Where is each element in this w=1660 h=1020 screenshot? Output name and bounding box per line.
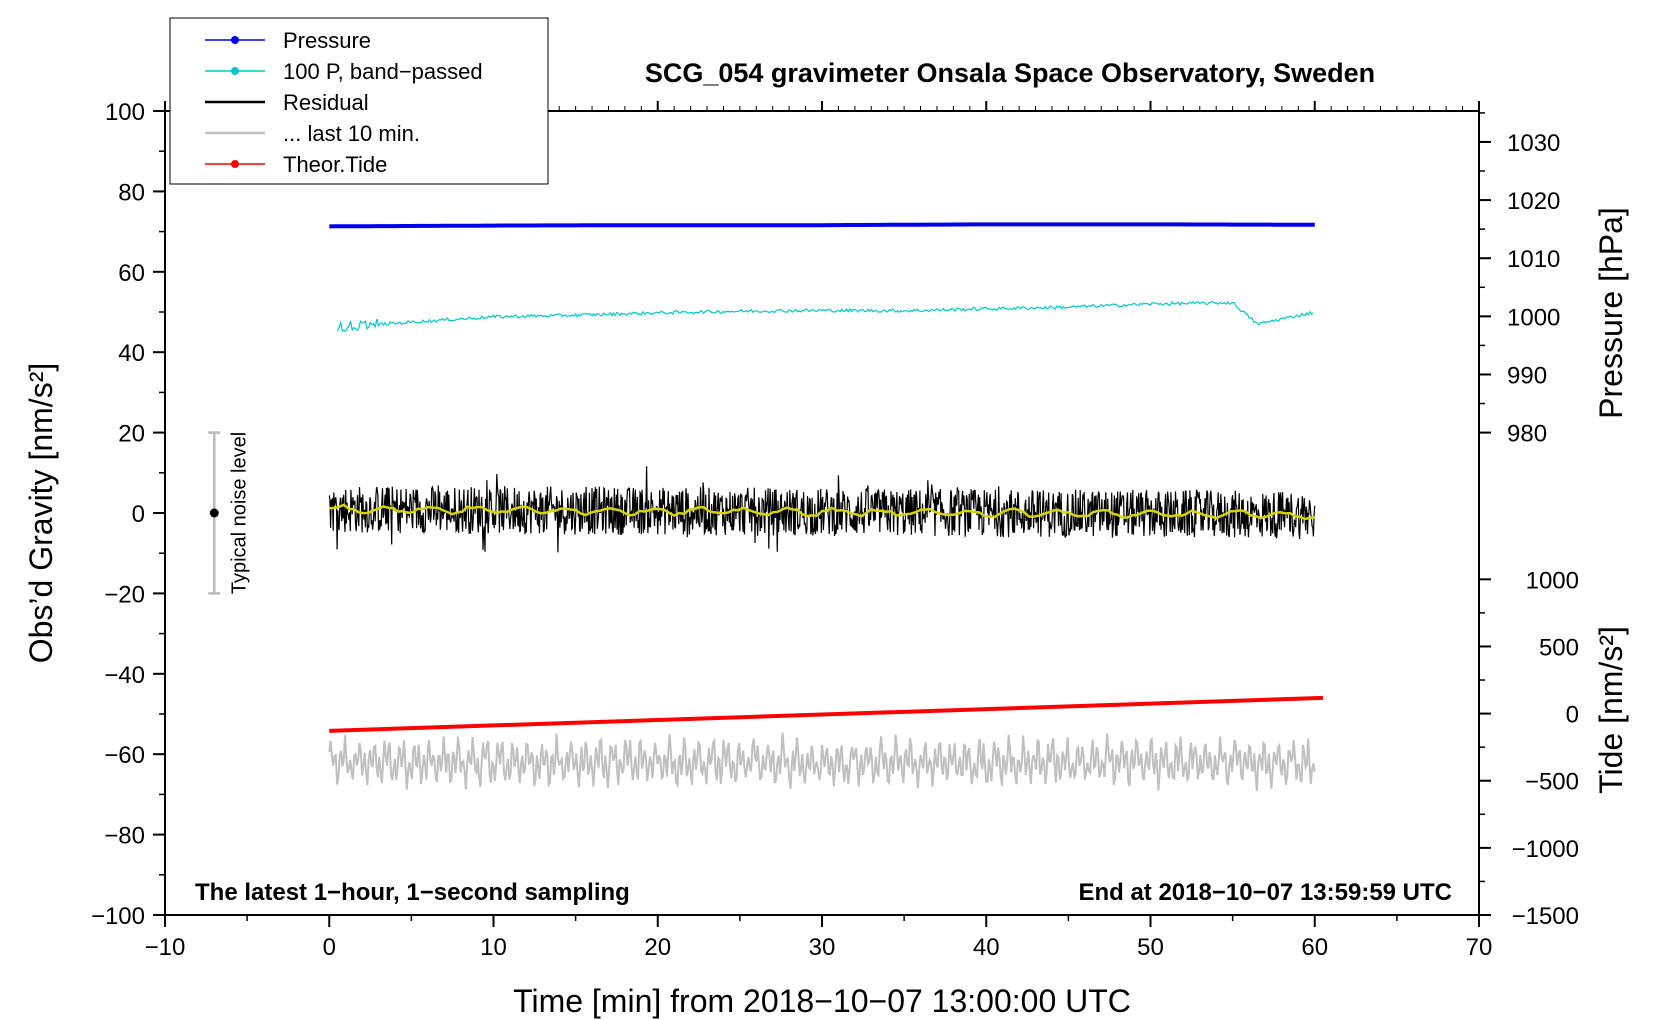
y-tick-label: 80 bbox=[118, 179, 145, 206]
series-band-passed bbox=[336, 300, 1314, 333]
pressure-tick-label: 990 bbox=[1507, 362, 1547, 389]
y-axis-label-tide: Tide [nm/s²] bbox=[1593, 626, 1629, 794]
y-tick-label: −60 bbox=[104, 742, 145, 769]
y-tick-label: 60 bbox=[118, 260, 145, 287]
series-theor-tide bbox=[329, 695, 1324, 733]
x-tick-label: 20 bbox=[644, 934, 671, 961]
x-tick-label: −10 bbox=[145, 934, 186, 961]
y-tick-label: −20 bbox=[104, 581, 145, 608]
tide-tick-label: −1000 bbox=[1512, 836, 1579, 863]
series-last-10-min bbox=[328, 732, 1316, 791]
series-residual bbox=[328, 466, 1316, 553]
pressure-tick-label: 1010 bbox=[1507, 246, 1560, 273]
tide-tick-label: 0 bbox=[1566, 702, 1579, 729]
y-tick-label: 40 bbox=[118, 340, 145, 367]
legend-label: Theor.Tide bbox=[283, 152, 387, 177]
tide-tick-label: 1000 bbox=[1526, 567, 1579, 594]
x-tick-label: 60 bbox=[1301, 934, 1328, 961]
annotation-bottom-right: End at 2018−10−07 13:59:59 UTC bbox=[1078, 879, 1452, 906]
series-pressure bbox=[329, 222, 1315, 229]
x-tick-label: 30 bbox=[809, 934, 836, 961]
legend-marker bbox=[231, 36, 239, 44]
y-axis-label-pressure: Pressure [hPa] bbox=[1593, 207, 1629, 419]
x-tick-label: 70 bbox=[1466, 934, 1493, 961]
tide-tick-label: −1500 bbox=[1512, 903, 1579, 930]
pressure-tick-label: 1000 bbox=[1507, 304, 1560, 331]
pressure-tick-label: 1030 bbox=[1507, 130, 1560, 157]
legend-label: ... last 10 min. bbox=[283, 121, 420, 146]
series-smoothed-residual bbox=[329, 503, 1315, 521]
noise-bar-label: Typical noise level bbox=[228, 432, 250, 594]
tide-tick-label: −500 bbox=[1525, 769, 1579, 796]
legend-marker bbox=[231, 67, 239, 75]
y-tick-label: −80 bbox=[104, 823, 145, 850]
legend-label: Residual bbox=[283, 90, 369, 115]
pressure-tick-label: 1020 bbox=[1507, 188, 1560, 215]
y-axis-label-left: Obs’d Gravity [nm/s²] bbox=[23, 363, 59, 664]
x-tick-label: 10 bbox=[480, 934, 507, 961]
x-axis-label: Time [min] from 2018−10−07 13:00:00 UTC bbox=[513, 983, 1131, 1019]
legend: Pressure 100 P, band−passed Residual ... la… bbox=[169, 17, 549, 185]
x-tick-label: 40 bbox=[973, 934, 1000, 961]
y-tick-label: 0 bbox=[132, 501, 145, 528]
x-tick-label: 50 bbox=[1137, 934, 1164, 961]
y-tick-label: −40 bbox=[104, 662, 145, 689]
tide-tick-label: 500 bbox=[1539, 634, 1579, 661]
y-tick-label: 20 bbox=[118, 421, 145, 448]
legend-label: 100 P, band−passed bbox=[283, 59, 483, 84]
chart-title: SCG_054 gravimeter Onsala Space Observat… bbox=[645, 58, 1375, 88]
legend-marker bbox=[231, 160, 239, 168]
annotation-bottom-left: The latest 1−hour, 1−second sampling bbox=[195, 879, 630, 906]
y-tick-label: −100 bbox=[91, 903, 145, 930]
pressure-tick-label: 980 bbox=[1507, 421, 1547, 448]
noise-bar-center bbox=[209, 508, 219, 518]
x-tick-label: 0 bbox=[323, 934, 336, 961]
y-tick-label: 100 bbox=[105, 99, 145, 126]
legend-label: Pressure bbox=[283, 28, 371, 53]
